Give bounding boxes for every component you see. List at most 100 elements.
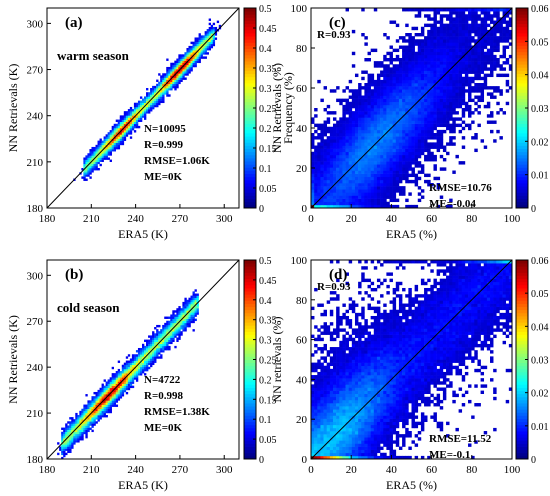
density-cell	[402, 61, 405, 64]
colorbar-step	[244, 177, 256, 181]
density-cell	[390, 133, 393, 136]
density-cell	[162, 331, 164, 333]
density-cell	[465, 102, 468, 105]
density-cell	[106, 157, 108, 159]
density-cell	[402, 146, 405, 149]
density-cell	[424, 99, 427, 102]
density-cell	[349, 117, 352, 120]
density-cell	[197, 44, 199, 46]
density-cell	[213, 40, 215, 42]
density-cell	[207, 44, 209, 46]
density-cell	[408, 155, 411, 158]
density-cell	[144, 111, 146, 113]
density-cell	[170, 317, 172, 319]
density-cell	[503, 111, 506, 114]
density-cell	[118, 371, 120, 373]
density-cell	[393, 127, 396, 130]
density-cell	[459, 42, 462, 45]
colorbar-step	[244, 440, 256, 444]
density-cell	[83, 176, 85, 178]
density-cell	[462, 89, 465, 92]
density-cell	[496, 14, 499, 17]
density-cell	[364, 422, 367, 425]
density-cell	[437, 39, 440, 42]
density-cell	[390, 431, 393, 434]
density-cell	[374, 86, 377, 89]
density-cell	[380, 174, 383, 177]
density-cell	[386, 105, 389, 108]
density-cell	[377, 161, 380, 164]
density-cell	[421, 61, 424, 64]
density-cell	[493, 58, 496, 61]
density-cell	[89, 417, 91, 419]
density-cell	[132, 111, 134, 113]
density-cell	[110, 149, 112, 151]
density-cell	[355, 89, 358, 92]
density-cell	[342, 89, 345, 92]
density-cell	[114, 402, 116, 404]
density-cell	[190, 63, 192, 65]
density-cell	[188, 65, 190, 67]
density-cell	[89, 423, 91, 425]
density-cell	[383, 422, 386, 425]
colorbar-step	[516, 102, 528, 106]
density-cell	[399, 447, 402, 450]
density-cell	[136, 375, 138, 377]
density-cell	[368, 186, 371, 189]
density-cell	[203, 56, 205, 58]
density-cell	[462, 36, 465, 39]
density-cell	[374, 61, 377, 64]
density-cell	[130, 386, 132, 388]
density-cell	[405, 52, 408, 55]
density-cell	[324, 202, 327, 205]
density-cell	[386, 177, 389, 180]
density-cell	[371, 425, 374, 428]
density-cell	[415, 74, 418, 77]
density-cell	[474, 17, 477, 20]
density-cell	[130, 379, 132, 381]
density-cell	[493, 55, 496, 58]
density-cell	[424, 127, 427, 130]
density-cell	[168, 84, 170, 86]
density-cell	[154, 361, 156, 363]
density-cell	[440, 155, 443, 158]
density-cell	[452, 39, 455, 42]
density-cell	[188, 300, 190, 302]
density-cell	[358, 453, 361, 456]
density-cell	[380, 71, 383, 74]
density-cell	[190, 48, 192, 50]
density-cell	[106, 392, 108, 394]
density-cell	[377, 114, 380, 117]
density-cell	[462, 64, 465, 67]
density-cell	[146, 92, 148, 94]
density-cell	[209, 42, 211, 44]
density-cell	[399, 136, 402, 139]
density-cell	[493, 33, 496, 36]
density-cell	[399, 74, 402, 77]
density-cell	[108, 139, 110, 141]
density-cell	[424, 86, 427, 89]
density-cell	[412, 180, 415, 183]
density-cell	[67, 428, 69, 430]
density-cell	[195, 300, 197, 302]
density-cell	[317, 453, 320, 456]
density-cell	[201, 56, 203, 58]
density-cell	[455, 42, 458, 45]
density-cell	[503, 8, 506, 11]
x-axis-label: ERA5 (K)	[118, 227, 168, 241]
density-cell	[69, 428, 71, 430]
density-cell	[79, 430, 81, 432]
density-cell	[477, 17, 480, 20]
density-cell	[172, 333, 174, 335]
density-cell	[320, 174, 323, 177]
density-cell	[144, 348, 146, 350]
density-cell	[368, 192, 371, 195]
density-cell	[333, 130, 336, 133]
density-cell	[471, 71, 474, 74]
density-cell	[361, 443, 364, 446]
density-cell	[195, 61, 197, 63]
density-cell	[393, 71, 396, 74]
density-cell	[102, 394, 104, 396]
density-cell	[412, 64, 415, 67]
y-tick-label: 270	[27, 65, 44, 77]
